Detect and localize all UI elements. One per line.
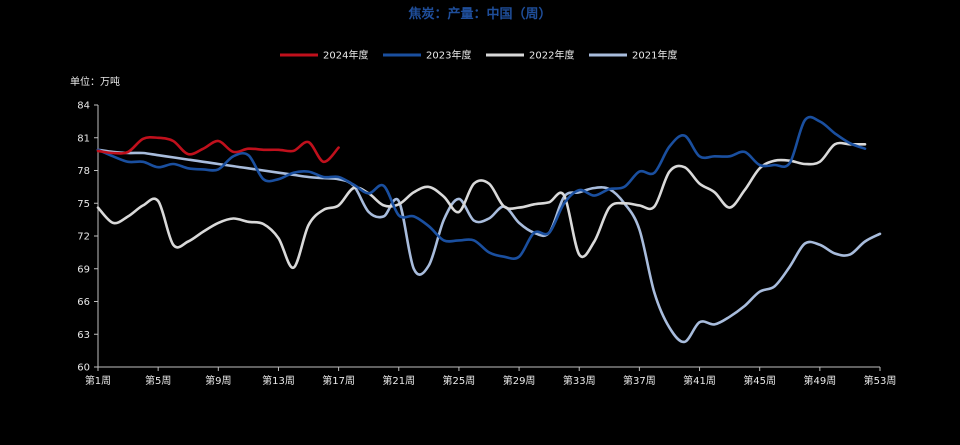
y-tick-label: 60 [77,363,90,374]
legend-label: 2024年度 [323,49,368,62]
y-tick-label: 78 [77,166,90,177]
x-tick-label: 第5周 [145,374,171,387]
unit-label: 单位：万吨 [70,75,120,88]
y-tick-label: 69 [77,264,90,275]
x-tick-label: 第13周 [262,374,295,387]
x-axis: 第1周 第5周 第9周 第13周 第17周 第21周 第25周 第29周 第33周 第37周 第41… [85,366,897,387]
x-tick-label: 第9周 [205,374,231,387]
series-line-2024年度 [96,135,340,164]
y-tick-label: 75 [77,199,90,210]
y-tick-label: 84 [77,101,90,112]
x-tick-label: 第53周 [864,374,897,387]
x-tick-label: 第49周 [803,374,836,387]
x-tick-label: 第21周 [382,374,415,387]
series-line-2022年度 [96,141,867,269]
legend-label: 2023年度 [426,49,471,62]
legend-label: 2022年度 [529,49,574,62]
x-tick-label: 第45周 [743,374,776,387]
series-line-2023年度 [96,115,867,260]
y-tick-label: 81 [77,133,90,144]
chart-title: 焦炭：产量：中国（周） [407,6,551,22]
x-tick-label: 第1周 [85,374,111,387]
y-tick-label: 63 [77,330,90,341]
x-tick-label: 第17周 [322,374,355,387]
legend-label: 2021年度 [632,49,677,62]
y-tick-label: 66 [77,297,90,308]
x-tick-label: 第29周 [503,374,536,387]
x-tick-label: 第41周 [683,374,716,387]
x-tick-label: 第33周 [563,374,596,387]
x-tick-label: 第37周 [623,374,656,387]
y-tick-label: 72 [77,232,90,243]
plot-area [96,115,882,344]
x-tick-label: 第25周 [443,374,476,387]
legend: 2024年度 2023年度 2022年度 2021年度 [280,49,677,62]
series-line-2021年度 [96,148,882,344]
